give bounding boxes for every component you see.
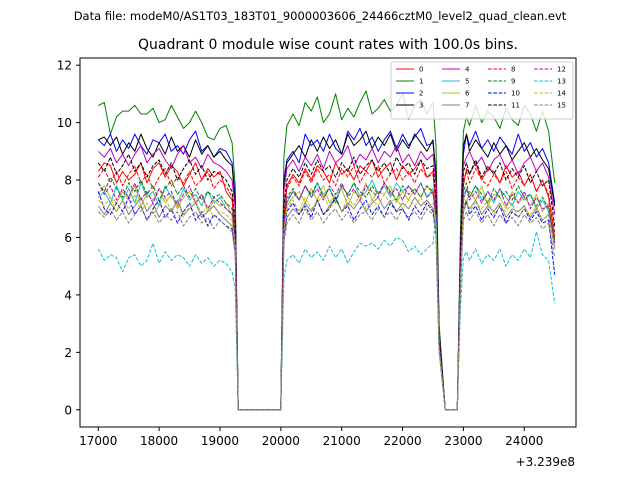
legend-label-2: 2 [419,90,423,98]
series-line-4 [97,145,556,411]
x-tick-label: 21000 [323,434,361,448]
legend-label-12: 12 [557,66,566,74]
legend-label-9: 9 [511,78,515,86]
series-line-7 [97,196,556,411]
x-tick-label: 19000 [201,434,239,448]
series-line-9 [97,176,556,411]
series-line-10 [97,191,556,411]
legend-label-7: 7 [465,102,469,110]
y-tick-label: 4 [64,288,72,302]
series-line-13 [97,214,556,411]
x-offset-label: +3.239e8 [516,455,575,469]
legend-label-5: 5 [465,78,469,86]
series-line-12 [97,182,556,411]
x-axis: 17000 18000 19000 20000 21000 22000 23000 24000 [79,427,543,448]
legend-label-0: 0 [419,66,423,74]
series-line-15 [97,205,556,411]
series-line-14 [97,193,556,411]
x-tick-label: 23000 [444,434,482,448]
y-tick-label: 8 [64,174,72,188]
plot-frame [79,57,577,428]
series-layer [97,90,556,411]
legend-box [390,61,574,120]
y-tick-label: 0 [64,403,72,417]
x-tick-label: 24000 [505,434,543,448]
legend-label-14: 14 [557,90,566,98]
series-line-11 [97,153,556,411]
x-tick-label: 18000 [140,434,178,448]
legend-label-13: 13 [557,78,566,86]
series-line-2 [97,127,556,411]
legend-label-10: 10 [511,90,520,98]
legend-label-4: 4 [465,66,470,74]
y-tick-label: 6 [64,231,72,245]
legend-label-15: 15 [557,102,566,110]
x-tick-label: 22000 [383,434,421,448]
series-line-3 [98,130,556,411]
suptitle: Data file: modeM0/AS1T03_183T01_90000036… [74,9,567,23]
series-line-0 [97,159,556,411]
legend-label-8: 8 [511,66,515,74]
x-tick-label: 20000 [262,434,300,448]
legend-label-6: 6 [465,90,470,98]
chart-title: Quadrant 0 module wise count rates with … [138,37,518,53]
legend-label-3: 3 [419,102,423,110]
y-tick-label: 2 [64,346,72,360]
y-tick-label: 12 [57,59,72,73]
y-axis: 0 2 4 6 8 10 12 [57,59,80,417]
legend-label-11: 11 [511,102,520,110]
legend-label-1: 1 [419,78,423,86]
y-tick-label: 10 [57,116,72,130]
series-line-8 [97,165,556,411]
x-tick-label: 17000 [79,434,117,448]
